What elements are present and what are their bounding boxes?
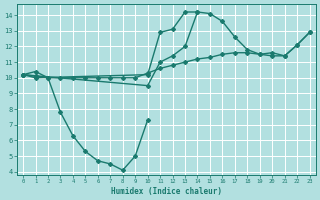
X-axis label: Humidex (Indice chaleur): Humidex (Indice chaleur) [111,187,222,196]
